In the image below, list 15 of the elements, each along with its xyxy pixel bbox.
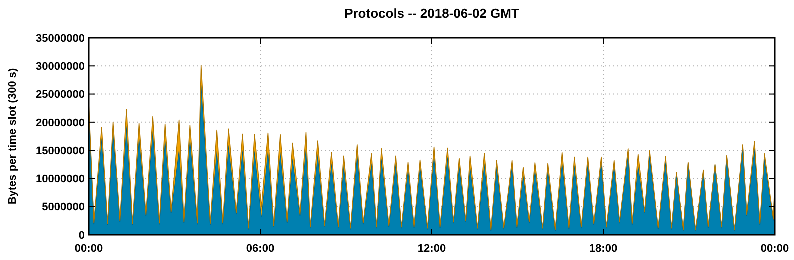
y-axis-title: Bytes per time slot (300 s) <box>6 68 19 205</box>
y-tick-label: 15000000 <box>36 145 85 158</box>
x-tick-label: 18:00 <box>589 243 618 255</box>
chart-title: Protocols -- 2018-06-02 GMT <box>344 6 520 21</box>
x-tick-label: 00:00 <box>74 243 104 255</box>
y-tick-label: 20000000 <box>36 117 85 130</box>
y-tick-label: 35000000 <box>36 32 85 45</box>
y-tick-label: 10000000 <box>36 174 85 186</box>
y-tick-label: 0 <box>78 230 85 242</box>
y-tick-label: 30000000 <box>36 60 85 73</box>
y-tick-label: 25000000 <box>36 89 85 102</box>
y-tick-label: 5000000 <box>42 202 85 214</box>
x-tick-label: 12:00 <box>418 243 446 255</box>
x-tick-label: 00:00 <box>760 243 790 255</box>
x-tick-label: 06:00 <box>246 243 275 255</box>
